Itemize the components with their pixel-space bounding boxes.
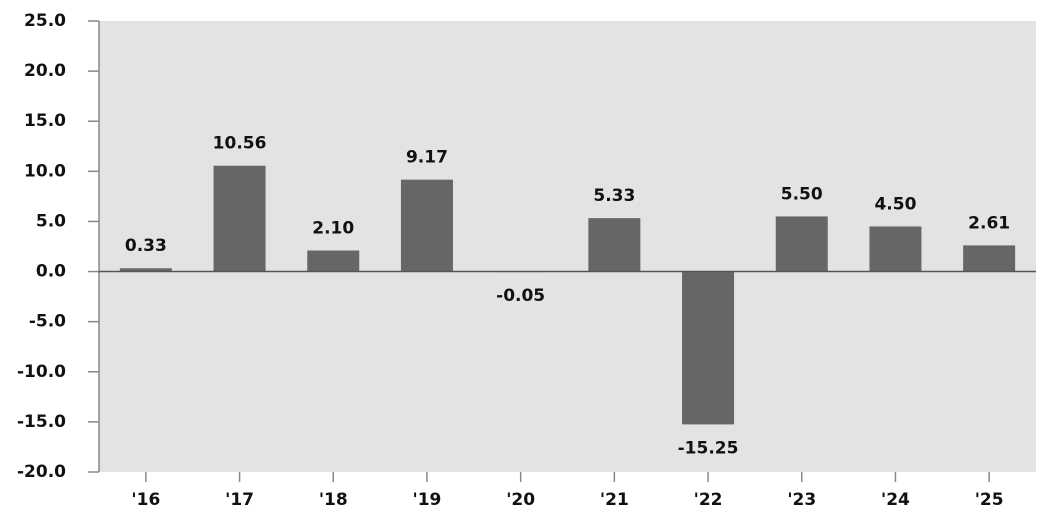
x-tick-label: '20 <box>506 490 535 510</box>
x-tick-label: '17 <box>225 490 254 510</box>
data-label: 4.50 <box>874 194 916 214</box>
bar <box>869 226 922 272</box>
x-tick-label: '23 <box>787 490 816 510</box>
x-tick-label: '22 <box>694 490 723 510</box>
y-tick-label: -10.0 <box>17 362 66 382</box>
x-tick-label: '25 <box>975 490 1004 510</box>
data-label: -0.05 <box>496 286 545 306</box>
data-label: 2.61 <box>968 213 1010 233</box>
y-tick-label: -5.0 <box>29 312 66 332</box>
x-tick-label: '16 <box>131 490 160 510</box>
bar <box>119 268 172 272</box>
data-label: 5.50 <box>781 184 823 204</box>
y-tick-label: 25.0 <box>24 11 66 31</box>
y-tick-label: 15.0 <box>24 111 66 131</box>
bar <box>775 216 828 272</box>
bar <box>963 245 1016 272</box>
bar <box>213 165 266 272</box>
y-tick-label: 0.0 <box>36 262 66 282</box>
y-tick-label: 20.0 <box>24 61 66 81</box>
bar <box>682 271 735 425</box>
x-tick-label: '18 <box>319 490 348 510</box>
data-label: 10.56 <box>213 134 267 154</box>
x-tick-label: '21 <box>600 490 629 510</box>
data-label: 9.17 <box>406 148 448 168</box>
bar <box>400 179 453 272</box>
data-label: 5.33 <box>593 186 635 206</box>
y-tick-label: -20.0 <box>17 462 66 482</box>
x-tick-label: '24 <box>881 490 910 510</box>
x-tick-label: '19 <box>413 490 442 510</box>
data-label: 0.33 <box>125 236 167 256</box>
y-tick-label: -15.0 <box>17 412 66 432</box>
bar <box>588 218 641 272</box>
data-label: -15.25 <box>678 438 739 458</box>
bar <box>307 250 360 272</box>
y-tick-label: 5.0 <box>36 211 66 231</box>
data-label: 2.10 <box>312 219 354 239</box>
y-tick-label: 10.0 <box>24 161 66 181</box>
